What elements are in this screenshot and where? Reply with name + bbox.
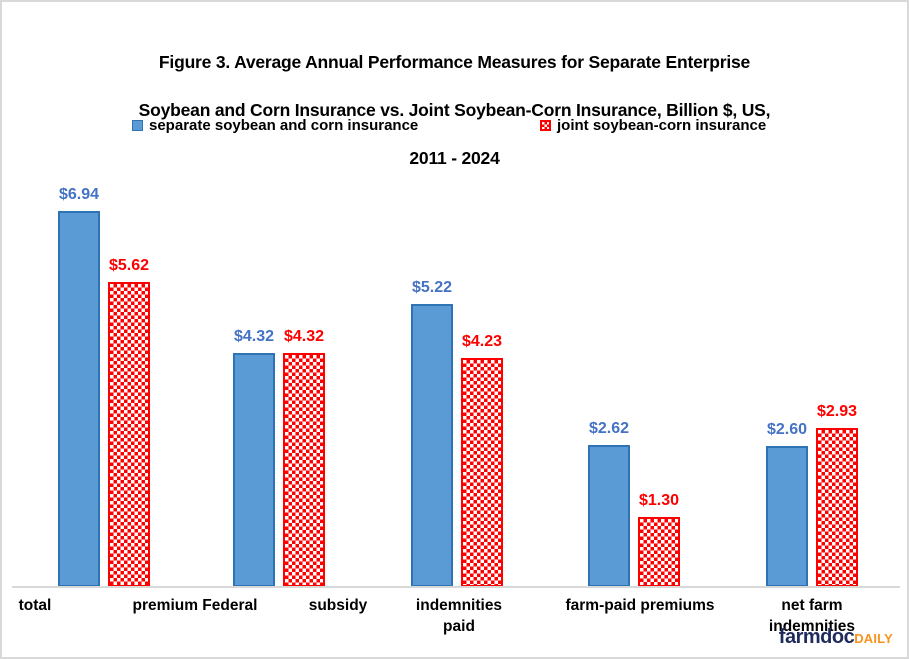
legend-label-joint: joint soybean-corn insurance <box>557 117 767 134</box>
bar-joint-Federal-subsidy <box>283 353 325 587</box>
x-axis-line <box>12 586 900 588</box>
chart-title-line-2: Soybean and Corn Insurance vs. Joint Soy… <box>138 100 771 120</box>
chart-title-line-1: Figure 3. Average Annual Performance Mea… <box>158 52 751 72</box>
legend: separate soybean and corn insurance join… <box>2 117 907 139</box>
bar-joint-net-farm-indemnities <box>816 428 858 587</box>
value-label-joint-net-farm-indemnities: $2.93 <box>816 403 858 420</box>
legend-item-separate: separate soybean and corn insurance <box>132 117 418 134</box>
x-axis-label-subsidy: subsidy <box>308 597 368 614</box>
value-label-joint-indemnities-paid: $4.23 <box>461 333 503 350</box>
value-label-joint-total-premium: $5.62 <box>108 257 150 274</box>
x-axis-label-premium: premium Federal <box>132 597 258 614</box>
farmdoc-logo-text: farmdoc <box>778 626 855 648</box>
legend-swatch-blue-icon <box>132 120 143 131</box>
bar-separate-farm-paid-premiums <box>588 445 630 587</box>
value-label-separate-Federal-subsidy: $4.32 <box>233 328 275 345</box>
x-axis-label-farm-paid: farm-paid premiums <box>565 597 715 614</box>
bar-separate-Federal-subsidy <box>233 353 275 587</box>
legend-label-separate: separate soybean and corn insurance <box>149 117 419 134</box>
x-axis-label-indemnities: indemnities paid <box>415 597 503 635</box>
value-label-separate-indemnities-paid: $5.22 <box>411 279 453 296</box>
value-label-separate-net-farm-indemnities: $2.60 <box>766 421 808 438</box>
chart-title-line-3: 2011 - 2024 <box>409 148 500 168</box>
x-axis-label-total: total <box>18 597 52 614</box>
chart-title: Figure 3. Average Annual Performance Mea… <box>2 26 907 194</box>
value-label-joint-farm-paid-premiums: $1.30 <box>638 492 680 509</box>
bar-joint-total-premium <box>108 282 150 587</box>
value-label-separate-total-premium: $6.94 <box>58 186 100 203</box>
legend-item-joint: joint soybean-corn insurance <box>540 117 766 134</box>
x-axis-label-net: net farm indemnities <box>768 597 856 635</box>
farmdoc-logo: farmdocDAILY <box>779 626 893 649</box>
bar-joint-farm-paid-premiums <box>638 517 680 587</box>
bar-joint-indemnities-paid <box>461 358 503 587</box>
legend-swatch-red-checker-icon <box>540 120 551 131</box>
value-label-separate-farm-paid-premiums: $2.62 <box>588 420 630 437</box>
bar-separate-total-premium <box>58 211 100 587</box>
farmdoc-daily-text: DAILY <box>854 631 893 646</box>
bar-separate-net-farm-indemnities <box>766 446 808 587</box>
value-label-joint-Federal-subsidy: $4.32 <box>283 328 325 345</box>
bar-separate-indemnities-paid <box>411 304 453 587</box>
